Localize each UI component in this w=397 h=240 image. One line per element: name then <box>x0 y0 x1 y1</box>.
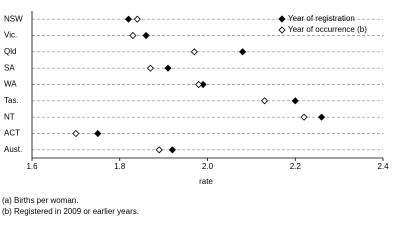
legend-label: Year of occurrence (b) <box>288 25 367 34</box>
dot-marker <box>300 113 308 121</box>
x-tick-label: 2.2 <box>290 162 302 171</box>
legend-label: Year of registration <box>288 14 355 23</box>
x-tick-label: 1.8 <box>114 162 126 171</box>
footnote: (a) Births per woman. <box>2 196 78 205</box>
y-tick-label: SA <box>4 63 15 72</box>
x-tick-label: 2.4 <box>377 162 389 171</box>
y-tick-label: Vic. <box>4 31 17 40</box>
legend-marker <box>278 15 286 23</box>
dot-marker <box>168 146 176 154</box>
footnote: (b) Registered in 2009 or earlier years. <box>2 207 139 216</box>
legend-marker <box>278 26 286 34</box>
dot-marker <box>72 129 80 138</box>
x-axis-label: rate <box>199 177 213 186</box>
y-tick-label: Tas. <box>4 96 19 105</box>
x-tick-label: 2.0 <box>202 162 214 171</box>
chart: rate (a) Births per woman. (b) Registere… <box>2 11 389 216</box>
dot-marker <box>291 97 299 105</box>
y-tick-label: NSW <box>4 14 23 23</box>
dot-marker <box>318 113 326 121</box>
dot-marker <box>164 64 172 72</box>
y-tick-label: WA <box>4 80 17 89</box>
dot-marker <box>195 80 203 89</box>
dot-marker <box>155 146 163 154</box>
y-tick-label: Qld <box>4 47 16 56</box>
y-tick-label: ACT <box>4 129 20 138</box>
x-tick-label: 1.6 <box>26 162 38 171</box>
dot-marker <box>124 15 133 23</box>
y-tick-label: Aust. <box>4 145 22 154</box>
y-tick-label: NT <box>4 112 15 121</box>
dot-marker <box>129 31 137 40</box>
dot-marker <box>94 129 102 138</box>
dot-marker <box>239 48 247 56</box>
dot-marker <box>133 15 141 23</box>
dot-marker <box>146 64 155 72</box>
dot-marker <box>142 31 150 40</box>
dot-marker <box>260 97 269 105</box>
dot-marker <box>190 48 198 56</box>
